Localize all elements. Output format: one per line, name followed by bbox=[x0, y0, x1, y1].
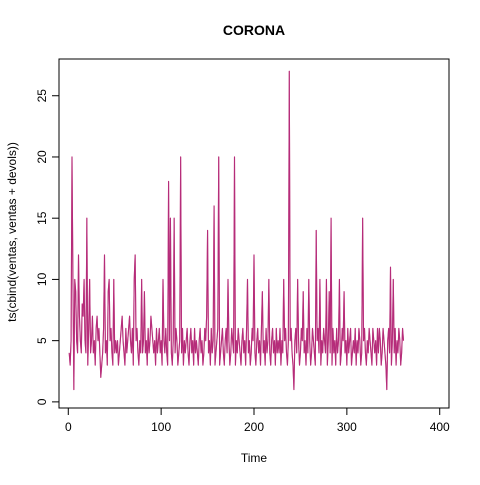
x-axis: 0 100 200 300 400 bbox=[65, 407, 450, 434]
y-tick-label: 10 bbox=[35, 272, 49, 286]
series-layer bbox=[68, 70, 405, 391]
x-tick-label: 200 bbox=[244, 420, 264, 434]
x-tick-label: 100 bbox=[151, 420, 171, 434]
y-tick-label: 5 bbox=[35, 337, 49, 344]
y-tick-label: 15 bbox=[35, 211, 49, 225]
plot-frame bbox=[58, 58, 450, 409]
x-tick-label: 300 bbox=[337, 420, 357, 434]
y-tick-label: 25 bbox=[35, 89, 49, 103]
y-axis: 0 5 10 15 20 25 bbox=[35, 89, 60, 405]
chart-title: CORONA bbox=[223, 22, 285, 38]
y-tick-label: 0 bbox=[35, 398, 49, 405]
x-axis-label: Time bbox=[241, 451, 268, 465]
y-axis-label: ts(cbind(ventas, ventas + devols)) bbox=[5, 142, 19, 322]
series-line-2 bbox=[68, 70, 405, 391]
x-tick-label: 400 bbox=[430, 420, 450, 434]
x-tick-label: 0 bbox=[65, 420, 72, 434]
y-tick-label: 20 bbox=[35, 150, 49, 164]
